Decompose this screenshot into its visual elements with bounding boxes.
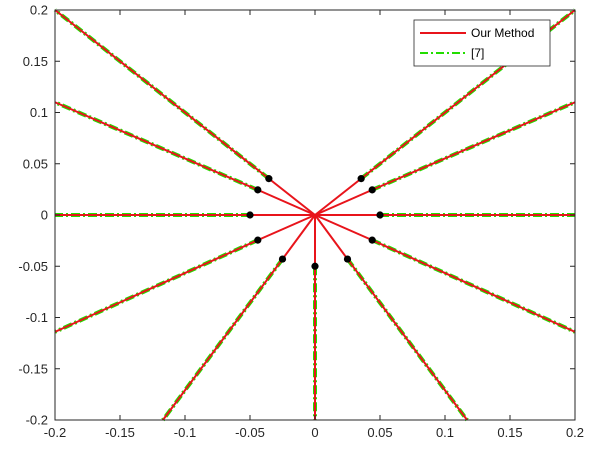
point-1 (254, 186, 262, 194)
y-tick-label-0: -0.2 (26, 413, 48, 428)
our-method-segment-1 (257, 188, 316, 216)
point-markers (246, 175, 384, 270)
point-5 (311, 262, 319, 270)
x-tick-label-5: 0.05 (367, 425, 392, 440)
point-10 (357, 175, 365, 183)
x-tick-label-3: -0.05 (235, 425, 265, 440)
x-axis: -0.2 -0.15 -0.1 -0.05 0 0.05 0.1 0.15 0.2 (44, 10, 584, 440)
x-tick-label-8: 0.2 (566, 425, 584, 440)
point-7 (368, 236, 376, 244)
x-tick-label-4: 0 (311, 425, 318, 440)
our-method-segment-10 (314, 177, 362, 216)
y-tick-label-2: -0.1 (26, 310, 48, 325)
our-method-segment-20 (371, 101, 576, 191)
legend-label-ref7: [7] (471, 46, 484, 60)
point-9 (368, 186, 376, 194)
y-tick-label-1: -0.15 (18, 361, 48, 376)
series-our-method (54, 9, 576, 421)
x-tick-label-7: 0.15 (497, 425, 522, 440)
point-2 (246, 211, 254, 219)
our-method-segment-0 (268, 177, 316, 216)
our-method-segment-12 (54, 101, 259, 191)
y-tick-label-6: 0.1 (30, 105, 48, 120)
our-method-segment-6 (314, 214, 349, 260)
our-method-segment-4 (281, 214, 316, 260)
our-method-segment-7 (314, 214, 373, 242)
y-tick-label-8: 0.2 (30, 3, 48, 18)
our-method-segment-11 (54, 9, 270, 180)
y-tick-label-4: 0 (41, 208, 48, 223)
x-tick-label-0: -0.2 (44, 425, 66, 440)
x-tick-label-1: -0.15 (105, 425, 135, 440)
our-method-segment-15 (162, 258, 284, 421)
y-axis: -0.2 -0.15 -0.1 -0.05 0 0.05 0.1 0.15 0.2 (18, 3, 575, 428)
x-tick-label-2: -0.1 (174, 425, 196, 440)
point-6 (343, 255, 352, 263)
legend-box (413, 19, 551, 67)
point-0 (265, 175, 273, 183)
point-8 (376, 211, 384, 219)
our-method-segment-3 (257, 214, 316, 242)
y-tick-label-5: 0.05 (23, 156, 48, 171)
legend: Our Method [7] (413, 19, 551, 67)
our-method-segment-17 (346, 258, 468, 421)
our-method-segment-18 (371, 239, 576, 333)
x-tick-label-6: 0.1 (436, 425, 454, 440)
y-tick-label-3: -0.05 (18, 259, 48, 274)
legend-label-our-method: Our Method (471, 26, 534, 40)
point-3 (254, 236, 262, 244)
y-tick-label-7: 0.15 (23, 54, 48, 69)
our-method-segment-9 (314, 188, 373, 216)
point-4 (278, 255, 287, 263)
our-method-segment-14 (54, 239, 259, 333)
